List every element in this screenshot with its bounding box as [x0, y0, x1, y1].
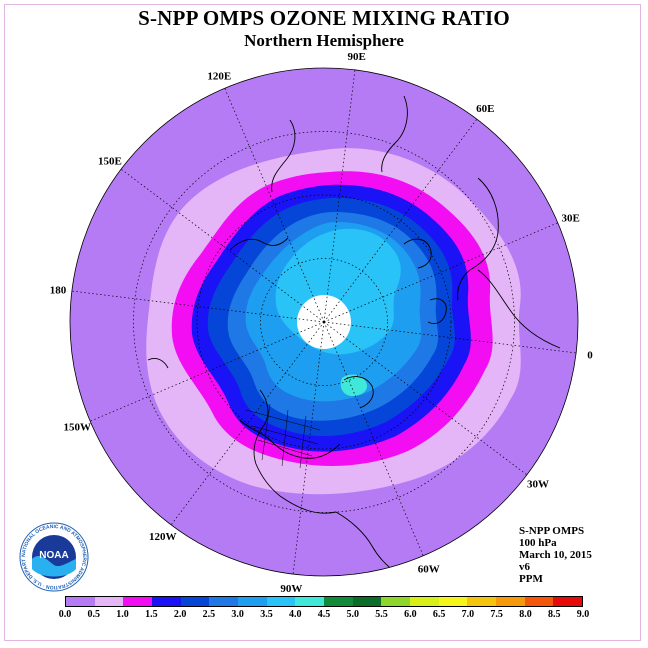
color-scale-segment: [66, 597, 95, 606]
color-scale-segment: [553, 597, 583, 606]
color-scale-tick-label: 8.5: [547, 609, 561, 620]
color-scale-segment: [152, 597, 181, 606]
map-title: S-NPP OMPS OZONE MIXING RATIO: [138, 6, 510, 30]
color-scale-tick-label: 1.0: [116, 609, 129, 620]
color-scale-segment: [524, 597, 554, 606]
color-scale-tick-label: 7.5: [490, 609, 503, 620]
color-scale-tick-label: 8.0: [519, 609, 532, 620]
latitude-circle: [260, 258, 388, 386]
color-scale-segment: [381, 597, 411, 606]
info-units: PPM: [519, 573, 543, 585]
meridian-label: 90E: [347, 51, 365, 63]
meridian-label: 30W: [527, 478, 549, 490]
meridian-label: 150W: [64, 422, 92, 434]
info-instrument: S-NPP OMPS: [519, 525, 585, 537]
band-4-0: [340, 374, 368, 396]
meridian-label: 180: [50, 284, 67, 296]
color-scale-segment: [410, 597, 439, 606]
color-scale-segment: [266, 597, 296, 606]
color-scale-segment: [94, 597, 124, 606]
info-panel: S-NPP OMPS 100 hPa March 10, 2015 v6 PPM: [519, 525, 592, 585]
color-scale-segment: [180, 597, 210, 606]
color-scale-tick-label: 1.5: [145, 609, 158, 620]
meridian-label: 60E: [476, 103, 494, 115]
us-state-boundaries: [245, 403, 321, 469]
color-scale-segment: [238, 597, 267, 606]
color-scale-tick-label: 3.0: [231, 609, 244, 620]
color-scale-segment: [352, 597, 382, 606]
meridian-label: 0: [587, 350, 593, 362]
meridian-label: 120E: [207, 70, 231, 82]
color-scale-segment: [438, 597, 468, 606]
color-scale-tick-label: 3.5: [260, 609, 273, 620]
color-scale-ticks: 0.0 0.5 1.0 1.5 2.0 2.5 3.0 3.5 4.0 4.5 5.0 5.5 6.0 6…: [59, 609, 590, 623]
map-subtitle: Northern Hemisphere: [244, 31, 404, 50]
logo-text: NOAA: [39, 550, 68, 561]
color-scale-segment: [123, 597, 153, 606]
color-scale-tick-label: 0.5: [87, 609, 101, 620]
color-scale-tick-label: 5.0: [346, 609, 360, 620]
color-scale-tick-label: 9.0: [576, 609, 590, 620]
meridian-label: 60W: [418, 564, 440, 576]
meridian-labels: 90E 60E 30E 0 30W 60W 90W 120W 150W 180 150E 120E: [50, 51, 594, 595]
noaa-logo: NATIONAL OCEANIC AND ATMOSPHERIC ADMINIS…: [18, 521, 89, 592]
figure-frame: [4, 4, 641, 641]
meridian-label: 90W: [280, 583, 302, 595]
color-scale-segment: [209, 597, 239, 606]
color-scale-segment: [324, 597, 353, 606]
latitude-circle: [133, 131, 515, 513]
meridian-label: 150E: [98, 156, 122, 168]
color-scale-tick-label: 5.5: [375, 609, 388, 620]
latitude-circle: [196, 194, 452, 450]
color-scale-bar: [65, 596, 583, 607]
coastlines: [147, 95, 561, 576]
info-level: 100 hPa: [519, 537, 557, 549]
map-boundary: [69, 67, 579, 577]
info-version: v6: [519, 561, 530, 573]
color-scale-segment: [496, 597, 525, 606]
color-scale-segment: [467, 597, 497, 606]
color-scale-tick-label: 4.0: [288, 609, 302, 620]
meridian-label: 30E: [562, 212, 580, 224]
color-scale-segment: [295, 597, 325, 606]
color-scale-tick-label: 6.0: [404, 609, 417, 620]
color-scale-tick-label: 4.5: [317, 609, 331, 620]
color-scale-tick-label: 6.5: [432, 609, 446, 620]
info-date: March 10, 2015: [519, 549, 592, 561]
color-scale-tick-label: 2.0: [173, 609, 187, 620]
meridian-label: 120W: [149, 531, 177, 543]
color-scale-tick-label: 0.0: [58, 609, 72, 620]
graticule: [71, 69, 577, 575]
color-scale-tick-label: 7.0: [461, 609, 475, 620]
color-scale-tick-label: 2.5: [202, 609, 216, 620]
